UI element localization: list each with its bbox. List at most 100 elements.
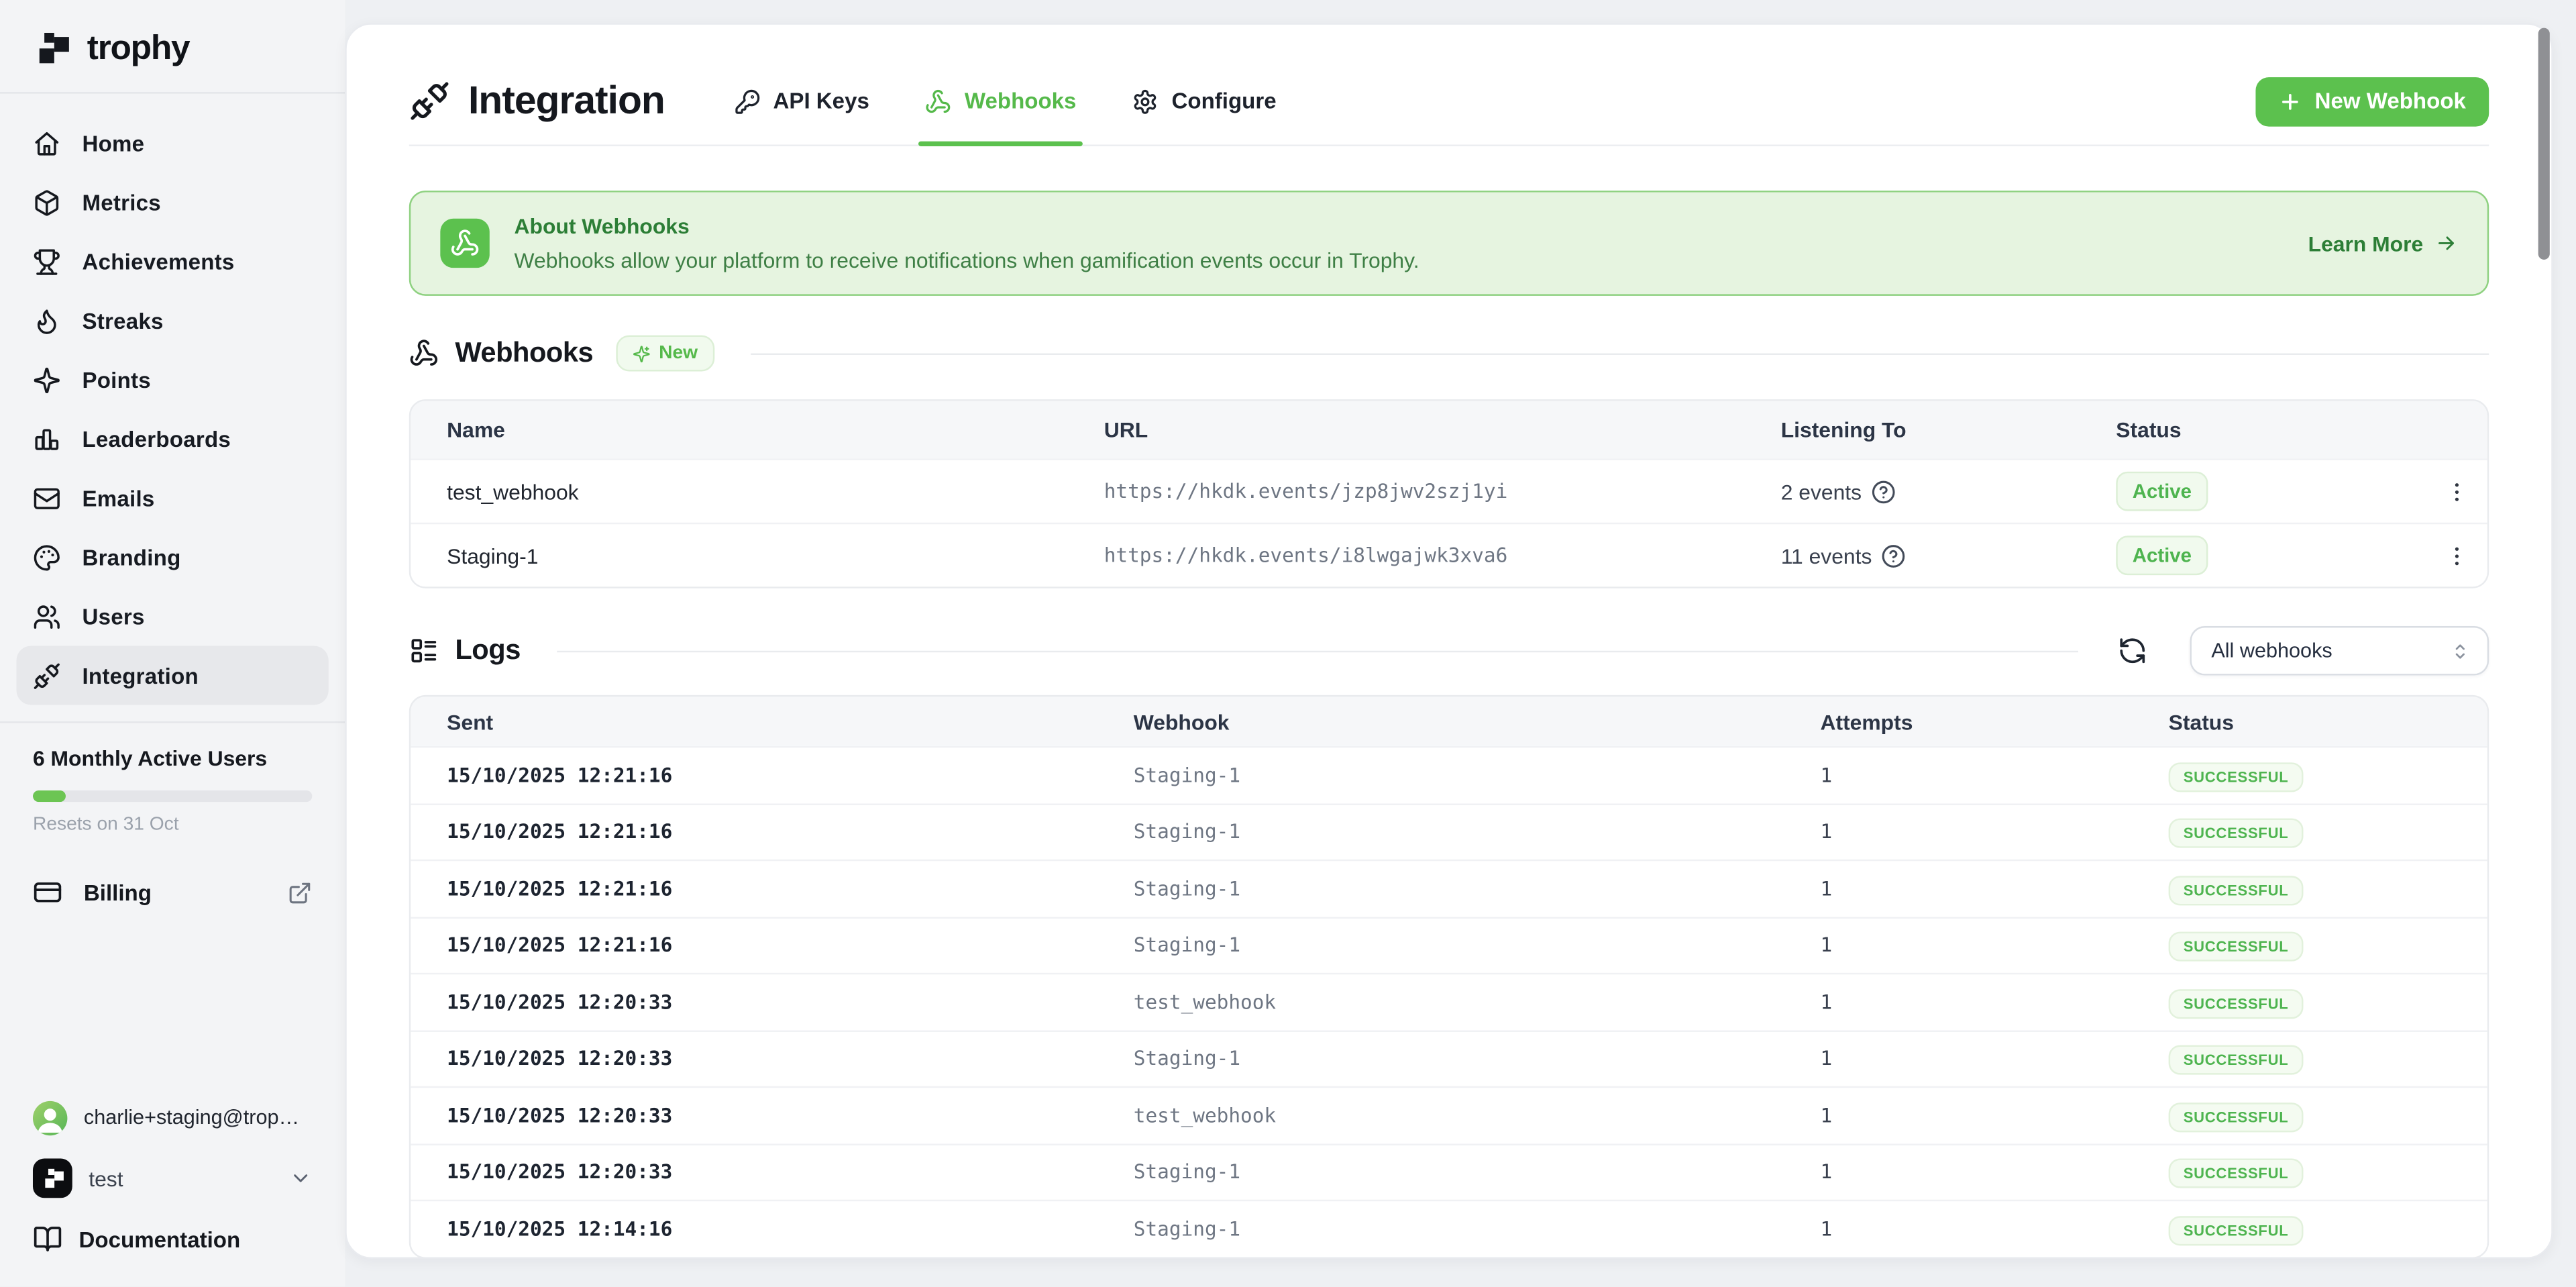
- log-sent: 15/10/2025 12:21:16: [447, 820, 673, 843]
- log-row: 15/10/2025 12:21:16 Staging-1 1 SUCCESSF…: [411, 803, 2487, 860]
- webhooks-section-title: Webhooks: [455, 337, 594, 368]
- col-header-sent: Sent: [447, 709, 494, 734]
- sidebar-item-streaks[interactable]: Streaks: [16, 291, 328, 350]
- sidebar-item-branding[interactable]: Branding: [16, 527, 328, 586]
- log-attempts: 1: [1820, 820, 1833, 843]
- brand-name: trophy: [87, 30, 191, 68]
- usage-resets: Resets on 31 Oct: [32, 815, 179, 835]
- documentation-label: Documentation: [78, 1227, 241, 1251]
- workspace-switcher[interactable]: test: [16, 1150, 328, 1206]
- brand-logo[interactable]: trophy: [0, 0, 345, 92]
- sidebar-item-points[interactable]: Points: [16, 350, 328, 409]
- log-row: 15/10/2025 12:20:33 Staging-1 1 SUCCESSF…: [411, 1029, 2487, 1086]
- new-badge-label: New: [659, 343, 698, 364]
- col-header-status: Status: [2116, 417, 2182, 442]
- cube-icon: [35, 189, 59, 215]
- logs-table-body: 15/10/2025 12:21:16 Staging-1 1 SUCCESSF…: [411, 745, 2487, 1257]
- log-sent: 15/10/2025 12:20:33: [447, 1160, 673, 1184]
- log-webhook: Staging-1: [1133, 1047, 1241, 1070]
- section-divider: [750, 352, 2489, 354]
- log-row: 15/10/2025 12:14:16 Staging-1 1 SUCCESSF…: [411, 1199, 2487, 1257]
- help-circle-icon[interactable]: [1882, 543, 1907, 568]
- log-webhook: test_webhook: [1133, 990, 1277, 1014]
- sidebar-item-integration[interactable]: Integration: [16, 646, 329, 705]
- learn-more-link[interactable]: Learn More: [2308, 231, 2458, 256]
- log-attempts: 1: [1820, 877, 1833, 900]
- log-status-badge: SUCCESSFUL: [2168, 875, 2304, 905]
- chevron-down-icon: [294, 1174, 308, 1182]
- webhook-name: test_webhook: [447, 478, 579, 504]
- row-menu-button[interactable]: [2438, 473, 2474, 509]
- status-badge: Active: [2116, 471, 2208, 511]
- webhook-row: test_webhook https://hkdk.events/jzp8jwv…: [411, 458, 2487, 523]
- log-webhook: Staging-1: [1133, 820, 1241, 843]
- banner-text: About Webhooks Webhooks allow your platf…: [515, 213, 1419, 272]
- webhook-listening: 11 events: [1781, 543, 2116, 568]
- log-status-badge: SUCCESSFUL: [2168, 1102, 2304, 1132]
- refresh-icon[interactable]: [2118, 636, 2147, 666]
- log-attempts: 1: [1820, 1217, 1833, 1241]
- workspace-logo-icon: [32, 1158, 72, 1198]
- sidebar-item-label: Branding: [82, 544, 181, 570]
- col-header-name: Name: [447, 417, 505, 442]
- sidebar-item-users[interactable]: Users: [16, 586, 328, 646]
- tab-configure[interactable]: Configure: [1132, 58, 1277, 145]
- webhook-filter-select[interactable]: All webhooks: [2190, 626, 2489, 676]
- sidebar-item-achievements[interactable]: Achievements: [16, 231, 328, 291]
- col-header-webhook: Webhook: [1133, 709, 1230, 734]
- sidebar-item-emails[interactable]: Emails: [16, 468, 328, 527]
- log-webhook: Staging-1: [1133, 764, 1241, 787]
- log-row: 15/10/2025 12:21:16 Staging-1 1 SUCCESSF…: [411, 859, 2487, 917]
- chevrons-up-down-icon: [2455, 644, 2465, 658]
- plus-icon: [2282, 93, 2298, 109]
- tab-api-keys[interactable]: API Keys: [734, 58, 869, 145]
- kebab-icon: [2454, 546, 2458, 565]
- webhooks-section-head: Webhooks New: [409, 332, 2489, 375]
- page-title-wrap: Integration: [409, 58, 665, 145]
- sidebar-item-label: Metrics: [82, 189, 161, 215]
- tab-bar: API Keys Webhooks Configure: [734, 58, 1277, 146]
- tab-label: Webhooks: [964, 89, 1077, 113]
- sidebar-item-leaderboards[interactable]: Leaderboards: [16, 409, 328, 468]
- log-sent: 15/10/2025 12:21:16: [447, 877, 673, 900]
- sidebar-nav: Home Metrics Achievements Streaks Points…: [0, 94, 345, 705]
- new-feature-badge: New: [616, 335, 714, 372]
- banner-title: About Webhooks: [514, 213, 690, 239]
- help-circle-icon[interactable]: [1872, 479, 1896, 504]
- unplug-icon: [411, 82, 449, 120]
- new-webhook-label: New Webhook: [2314, 89, 2466, 113]
- tab-label: API Keys: [773, 89, 869, 113]
- log-webhook: Staging-1: [1133, 877, 1241, 900]
- usage-panel: 6 Monthly Active Users Resets on 31 Oct: [0, 723, 345, 835]
- listening-count: 11 events: [1780, 543, 1872, 568]
- row-menu-button[interactable]: [2438, 537, 2474, 574]
- new-webhook-button[interactable]: New Webhook: [2255, 76, 2489, 126]
- trophy-icon: [34, 248, 60, 274]
- log-attempts: 1: [1820, 1104, 1833, 1127]
- flame-icon: [37, 309, 56, 333]
- sidebar-item-label: Emails: [82, 485, 155, 511]
- log-sent: 15/10/2025 12:20:33: [447, 990, 673, 1014]
- arrow-right-icon: [2438, 236, 2454, 250]
- sidebar-item-label: Points: [82, 367, 151, 393]
- sidebar-divider: [0, 721, 345, 723]
- webhooks-table-header: Name URL Listening To Status: [411, 401, 2487, 459]
- logs-table: Sent Webhook Attempts Status 15/10/2025 …: [409, 694, 2489, 1257]
- page-header: Integration API Keys Webhooks Configure: [409, 58, 2489, 146]
- sidebar-item-home[interactable]: Home: [16, 113, 328, 172]
- log-row: 15/10/2025 12:20:33 test_webhook 1 SUCCE…: [411, 1086, 2487, 1143]
- sidebar-item-metrics[interactable]: Metrics: [16, 172, 328, 231]
- usage-title: 6 Monthly Active Users: [32, 745, 268, 771]
- webhook-icon: [410, 340, 437, 366]
- scrollbar-thumb[interactable]: [2538, 28, 2550, 260]
- col-header-status: Status: [2168, 709, 2234, 734]
- sidebar-item-documentation[interactable]: Documentation: [16, 1211, 328, 1267]
- sidebar-item-billing[interactable]: Billing: [16, 864, 328, 920]
- log-sent: 15/10/2025 12:21:16: [447, 933, 673, 957]
- book-open-icon: [34, 1227, 62, 1251]
- trophy-logo-icon: [39, 32, 69, 64]
- sparkle-icon: [34, 366, 60, 393]
- tab-webhooks[interactable]: Webhooks: [918, 58, 1083, 146]
- log-attempts: 1: [1820, 990, 1833, 1014]
- user-account-row[interactable]: charlie+staging@trop…: [16, 1090, 328, 1145]
